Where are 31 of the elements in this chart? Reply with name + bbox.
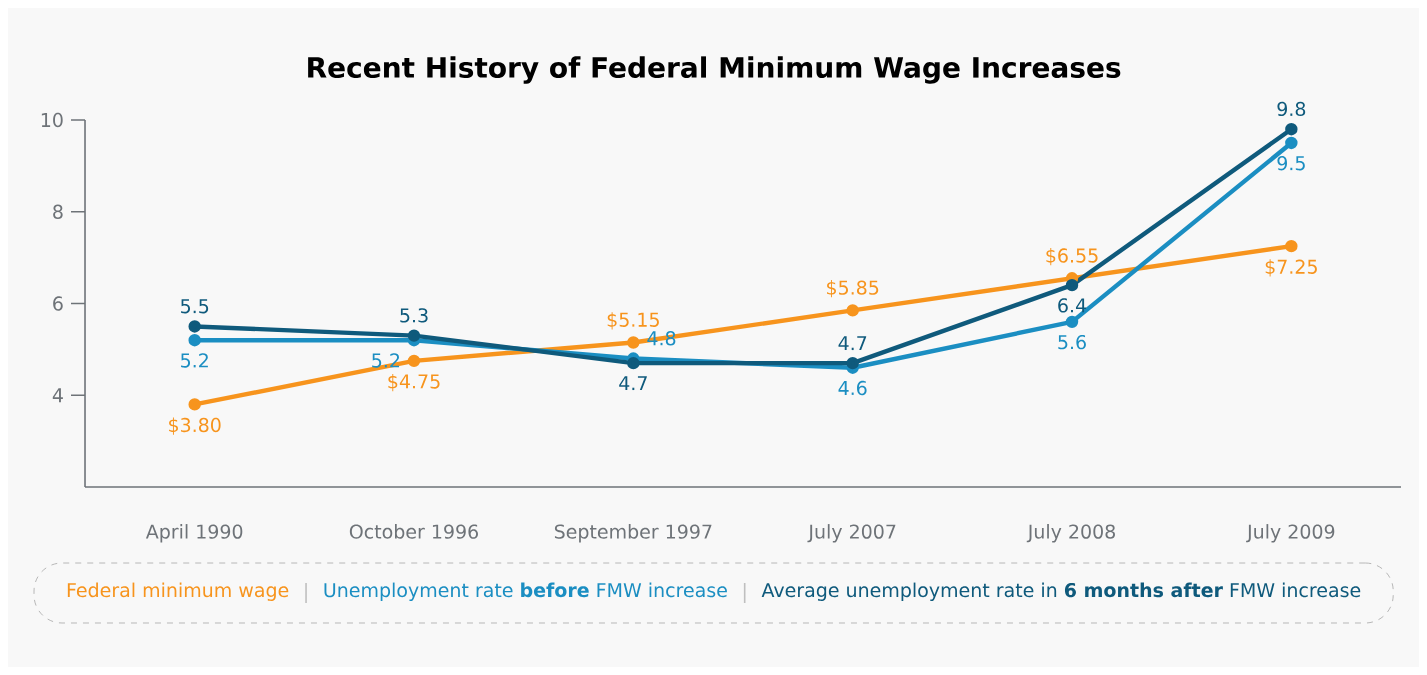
x-tick-label: April 1990	[145, 524, 243, 543]
data-label: 4.7	[838, 336, 867, 351]
data-label: 5.2	[181, 353, 208, 368]
chart-title: Recent History of Federal Minimum Wage Increases	[308, 56, 1121, 84]
x-tick-label: July 2008	[1026, 524, 1115, 543]
data-label: 4.7	[619, 376, 647, 391]
data-label: $3.80	[169, 417, 221, 435]
data-label: 5.5	[181, 299, 209, 314]
y-tick-label: 4	[52, 388, 63, 403]
data-label: 9.5	[1277, 155, 1305, 171]
text: Federal minimum wage	[67, 582, 289, 601]
data-label: $5.15	[607, 312, 659, 330]
data-label: 9.8	[1277, 101, 1306, 117]
data-label: $4.75	[388, 373, 440, 392]
x-tick-label: July 2009	[1246, 524, 1335, 543]
data-label: 5.2	[372, 353, 400, 368]
data-label: 6.4	[1058, 298, 1087, 313]
data-label: $7.25	[1265, 259, 1317, 277]
data-label: $6.55	[1046, 247, 1098, 266]
text: Unemployment rate before FMW increase	[324, 582, 727, 601]
data-label: 5.3	[400, 308, 428, 323]
data-label: $5.85	[827, 280, 879, 298]
y-tick-label: 8	[53, 204, 63, 219]
x-tick-label: July 2007	[807, 524, 896, 543]
data-label: 4.6	[838, 380, 867, 396]
x-tick-label: October 1996	[349, 524, 478, 539]
text: Average unemployment rate in 6 months after FMW increase	[761, 582, 1361, 601]
y-tick-label: 6	[53, 296, 63, 311]
data-label: 5.6	[1058, 334, 1086, 350]
x-tick-label: September 1997	[554, 524, 712, 543]
y-tick-label: 10	[41, 112, 63, 128]
